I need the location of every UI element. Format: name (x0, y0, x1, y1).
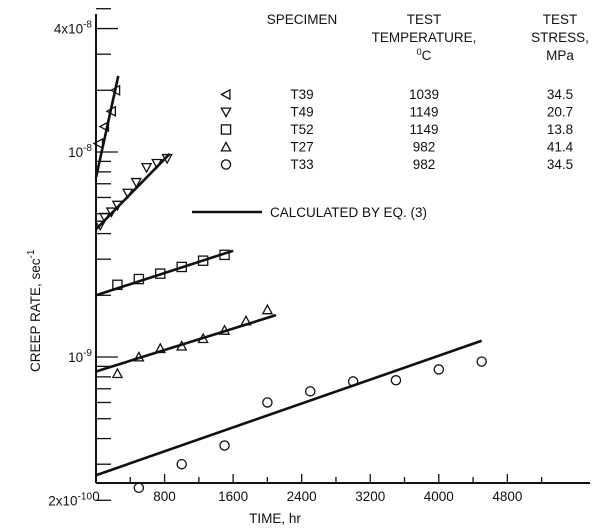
data-point-triangle-up (261, 303, 274, 315)
data-point-square (219, 249, 230, 261)
data-point-triangle-down (151, 158, 163, 170)
y-tick-label: 4x10-8 (54, 20, 93, 37)
axis-ticks: 0 800 1600 2400 3200 4000 4800 2x10-10 10-9 10-8 4… (48, 8, 543, 508)
legend-marker-triangle-left (220, 88, 231, 101)
legend-header-temperature-line1: TEST (407, 12, 442, 27)
legend-specimen: T52 (290, 122, 313, 137)
data-point-square (155, 268, 166, 279)
data-point-circle (390, 375, 402, 386)
x-axis-label: TIME, hr (249, 511, 301, 526)
fit-line-triangle-up (95, 313, 277, 373)
legend-specimen: T39 (290, 87, 313, 102)
legend-temperature: 1149 (409, 105, 438, 120)
data-point-circle (219, 440, 230, 451)
legend-marker-circle (220, 159, 232, 170)
legend-header-temperature-line2: TEMPERATURE, (372, 30, 477, 45)
data-point-triangle-down (105, 207, 118, 218)
legend-header-stress-line1: TEST (543, 12, 578, 27)
legend-specimen: T49 (290, 105, 313, 120)
data-point-triangle-down (111, 200, 124, 212)
legend-temperature: 1039 (409, 87, 439, 102)
legend-header-specimen: SPECIMEN (267, 12, 338, 27)
data-point-triangle-up (240, 314, 252, 326)
x-tick-label: 2400 (287, 489, 317, 504)
legend-temperature: 1149 (409, 122, 438, 137)
data-point-triangle-left (98, 120, 110, 133)
fit-line-circle (95, 339, 483, 477)
legend: SPECIMEN TEST TEMPERATURE, 0C TEST STRES… (192, 12, 589, 220)
legend-stress: 13.8 (547, 122, 573, 137)
data-point-triangle-down (122, 188, 134, 200)
data-point-triangle-up (218, 324, 231, 335)
x-tick-label: 1600 (218, 489, 248, 504)
y-axis-label: CREEP RATE, sec-1 (26, 249, 43, 372)
data-point-triangle-left (105, 105, 116, 117)
data-point-circle (176, 458, 187, 470)
data-point-triangle-up (197, 332, 209, 344)
y-axis-label-text: CREEP RATE, sec (28, 258, 43, 372)
legend-temperature: 982 (413, 157, 436, 172)
data-point-triangle-up (133, 351, 145, 362)
data-point-triangle-up (154, 342, 166, 354)
legend-specimen: T27 (290, 140, 313, 155)
data-point-triangle-left (92, 137, 104, 150)
data-points (92, 84, 487, 494)
legend-marker-triangle-up (220, 141, 232, 152)
x-tick-label: 4000 (424, 489, 454, 504)
legend-marker-triangle-down (220, 107, 232, 118)
data-point-circle (133, 482, 145, 494)
data-point-circle (262, 397, 273, 408)
legend-stress: 34.5 (547, 157, 573, 172)
y-tick-label: 2x10-10 (48, 491, 92, 508)
legend-stress: 41.4 (547, 140, 574, 155)
legend-specimen: T33 (290, 157, 313, 172)
data-point-circle (347, 376, 359, 387)
data-point-square (176, 261, 187, 273)
legend-stress: 20.7 (547, 105, 573, 120)
x-tick-label: 4800 (492, 489, 522, 504)
legend-rows: T39 1039 34.5 T49 1149 20.7 T52 1149 13.8 T27 982 4… (220, 87, 574, 172)
data-point-circle (304, 386, 316, 397)
data-point-circle (476, 356, 487, 367)
data-point-triangle-down (130, 177, 142, 189)
x-tick-label: 3200 (355, 489, 385, 504)
data-point-circle (433, 364, 445, 375)
data-point-square (133, 273, 145, 285)
x-tick-label: 0 (92, 489, 100, 504)
legend-temperature: 982 (413, 140, 436, 155)
y-tick-label: 10-9 (68, 348, 92, 365)
legend-marker-square (220, 124, 232, 135)
data-point-square (197, 255, 209, 266)
legend-fit-line-label: CALCULATED BY EQ. (3) (270, 205, 427, 220)
data-point-triangle-down (98, 212, 111, 224)
legend-header-stress-line3: MPa (546, 48, 574, 63)
legend-header-stress-line2: STRESS, (531, 30, 589, 45)
data-point-triangle-down (161, 153, 173, 165)
legend-header-temperature-line3: 0C (417, 47, 432, 63)
x-tick-label: 800 (153, 489, 176, 504)
temperature-unit: C (422, 48, 432, 63)
legend-stress: 34.5 (547, 87, 573, 102)
data-point-triangle-up (111, 367, 124, 379)
y-tick-label: 10-8 (68, 143, 92, 160)
data-point-square (112, 279, 123, 291)
y-axis-label-exponent: -1 (26, 249, 37, 258)
data-point-triangle-down (140, 162, 153, 174)
data-point-triangle-up (176, 340, 188, 351)
data-point-triangle-left (109, 84, 121, 96)
data-point-triangle-down (94, 220, 106, 232)
degree-superscript: 0 (417, 47, 422, 57)
